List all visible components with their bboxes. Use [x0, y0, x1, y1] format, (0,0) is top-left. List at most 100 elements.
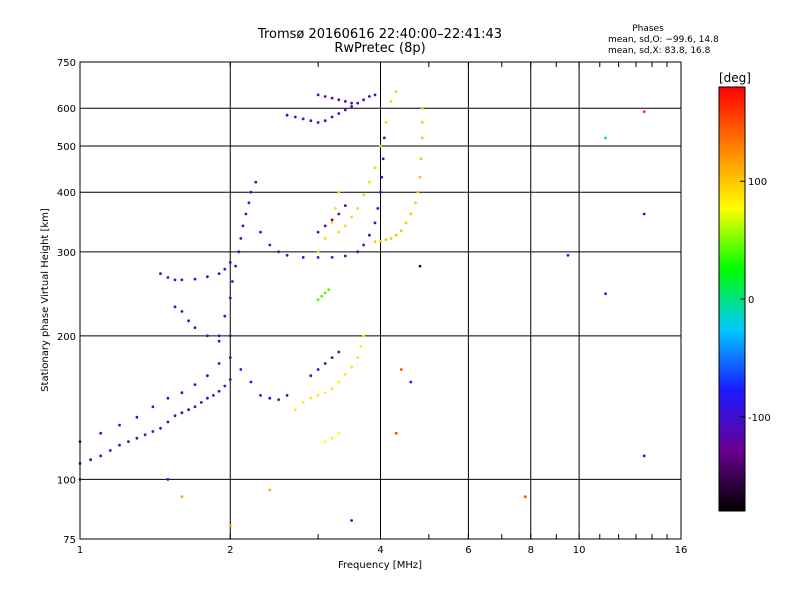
x-tick-label: 1	[77, 545, 83, 556]
data-point	[193, 405, 197, 409]
data-point	[166, 420, 170, 424]
data-point	[420, 136, 424, 140]
colorbar-ticks: 100 0 -100	[740, 177, 771, 424]
data-point	[268, 396, 272, 400]
data-point	[343, 100, 347, 103]
data-point	[379, 144, 382, 148]
data-point	[180, 495, 184, 499]
data-point	[373, 240, 377, 244]
data-point	[166, 276, 170, 279]
data-point	[566, 253, 570, 257]
data-point	[228, 356, 232, 359]
data-point	[376, 207, 380, 210]
data-point	[239, 368, 243, 371]
data-point	[337, 431, 341, 435]
colorbar-tick-label: -100	[748, 413, 771, 424]
data-point	[350, 105, 353, 108]
data-point	[642, 110, 646, 114]
data-point	[362, 334, 365, 338]
data-point	[337, 190, 341, 194]
data-point	[285, 113, 289, 117]
data-point	[389, 100, 393, 103]
data-point	[309, 374, 313, 378]
data-point	[362, 193, 365, 197]
colorbar-label: [deg]	[719, 71, 751, 85]
data-point	[343, 224, 347, 228]
data-point	[362, 243, 365, 247]
data-point	[151, 430, 155, 433]
data-point	[239, 237, 243, 240]
axis-ticks: 1 2 4 6 8 10 16 75 100 200 300 400 500 600 750	[57, 58, 687, 556]
data-point	[399, 229, 403, 233]
data-point	[234, 264, 238, 268]
data-point	[323, 391, 327, 395]
data-point	[159, 426, 162, 430]
data-point	[143, 433, 147, 437]
data-point	[373, 221, 377, 225]
data-point	[330, 218, 334, 222]
data-point	[343, 204, 347, 208]
data-point	[642, 212, 646, 216]
data-point	[337, 112, 341, 115]
data-point	[373, 166, 377, 170]
data-point	[316, 230, 320, 234]
data-points	[78, 90, 646, 527]
data-point	[642, 454, 646, 458]
data-point	[254, 180, 258, 184]
data-point	[193, 326, 197, 330]
data-point	[309, 119, 313, 123]
data-point	[350, 519, 353, 522]
data-point	[323, 224, 327, 228]
data-point	[373, 93, 377, 97]
data-point	[223, 384, 227, 388]
data-point	[523, 495, 527, 499]
data-point	[228, 334, 232, 338]
data-point	[379, 190, 382, 194]
data-point	[350, 365, 353, 369]
data-point	[337, 350, 341, 354]
data-point	[247, 201, 251, 205]
data-point	[330, 356, 334, 359]
data-point	[118, 423, 121, 427]
data-point	[350, 101, 353, 105]
data-point	[316, 250, 320, 254]
data-point	[268, 243, 272, 247]
data-point	[228, 524, 232, 527]
x-tick-label: 4	[377, 545, 383, 556]
data-point	[316, 93, 320, 97]
data-point	[180, 278, 184, 282]
stats-x-mode: mean, sd,X: 83.8, 16.8	[608, 46, 711, 56]
data-point	[277, 250, 280, 254]
data-point	[193, 277, 197, 281]
data-point	[301, 401, 305, 404]
data-point	[323, 362, 327, 365]
data-point	[166, 478, 170, 481]
data-point	[151, 405, 155, 409]
data-point	[359, 345, 363, 348]
data-point	[323, 119, 327, 123]
data-point	[337, 98, 341, 102]
data-point	[350, 215, 353, 219]
data-point	[206, 396, 209, 400]
data-point	[384, 238, 388, 242]
y-tick-label: 500	[57, 142, 76, 153]
data-point	[180, 310, 184, 313]
x-tick-label: 10	[573, 545, 586, 556]
data-point	[399, 368, 403, 371]
data-point	[173, 305, 177, 309]
data-point	[316, 121, 320, 124]
data-point	[223, 267, 227, 271]
data-point	[334, 207, 337, 210]
data-point	[323, 237, 327, 240]
data-point	[217, 362, 221, 365]
data-point	[394, 431, 398, 435]
data-point	[316, 368, 320, 371]
data-point	[135, 436, 139, 440]
data-point	[323, 291, 327, 295]
data-point	[420, 106, 424, 110]
data-point	[316, 298, 320, 302]
data-point	[380, 175, 383, 179]
data-point	[223, 314, 227, 318]
data-point	[285, 394, 289, 397]
y-tick-label: 750	[57, 58, 76, 69]
